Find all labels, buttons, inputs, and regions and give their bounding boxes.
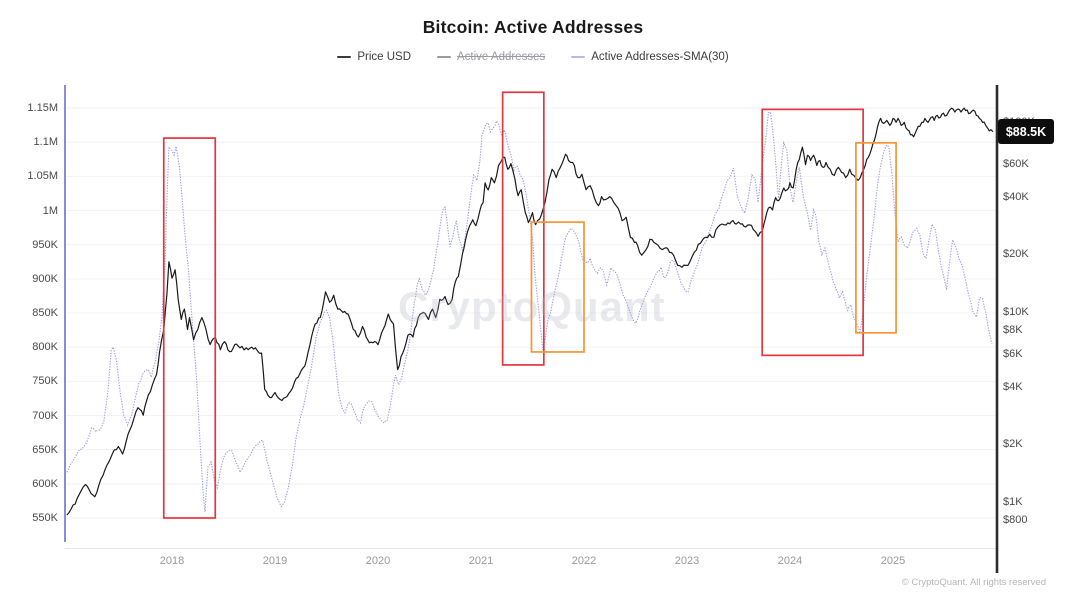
legend-dash-icon: [437, 56, 452, 58]
right-axis-tick: $60K: [1003, 157, 1029, 170]
x-axis-tick: 2021: [468, 555, 494, 567]
page-title: Bitcoin: Active Addresses: [422, 17, 644, 37]
legend-label: Active Addresses-SMA(30): [591, 51, 729, 63]
left-axis-tick: 550K: [32, 512, 58, 524]
legend-item-active-addresses[interactable]: Active Addresses: [437, 51, 545, 63]
copyright-note: © CryptoQuant. All rights reserved: [901, 577, 1046, 588]
x-axis-tick: 2019: [262, 555, 288, 567]
x-axis-tick: 2018: [159, 555, 185, 567]
x-axis-tick: 2023: [674, 555, 700, 567]
series-active-addresses-sma30: [66, 111, 993, 512]
highlight-rect-3: [530, 221, 585, 353]
x-axis-tick: 2020: [365, 555, 391, 567]
right-axis-tick: $40K: [1003, 191, 1029, 204]
legend-label: Active Addresses: [457, 51, 546, 63]
highlight-rect-1: [162, 137, 217, 519]
legend-label: Price USD: [357, 51, 412, 63]
watermark: CryptoQuant: [398, 283, 666, 330]
highlight-rect-2: [501, 91, 545, 366]
left-axis-tick: 800K: [32, 341, 58, 354]
x-axis-tick: 2022: [571, 555, 597, 567]
highlight-rect-4: [761, 108, 864, 357]
right-axis-tick: $4K: [1003, 381, 1023, 394]
left-axis-tick: 650K: [32, 443, 58, 456]
x-axis-tick: 2024: [777, 555, 803, 567]
series-price-usd: [66, 107, 994, 516]
right-axis-tick: $20K: [1003, 248, 1029, 261]
left-axis-tick: 600K: [32, 477, 58, 490]
highlight-rect-5: [855, 142, 897, 334]
left-axis-tick: 1M: [42, 204, 58, 217]
right-axis-tick: $800: [1003, 514, 1028, 526]
right-axis-tick: $10K: [1003, 305, 1029, 318]
left-axis-tick: 900K: [32, 272, 58, 285]
left-axis-tick: 700K: [32, 409, 58, 422]
legend-dash-icon: [571, 56, 586, 58]
left-axis-tick: 950K: [32, 238, 58, 251]
right-axis-tick: $8K: [1003, 324, 1023, 336]
left-axis-tick: 850K: [32, 307, 58, 319]
left-axis-tick: 1.15M: [27, 102, 58, 114]
right-axis-tick: $1K: [1003, 495, 1023, 508]
right-axis-tick: $6K: [1003, 347, 1023, 360]
left-axis-tick: 1.05M: [27, 170, 58, 183]
legend-dash-icon: [337, 56, 352, 58]
right-axis-tick: $2K: [1003, 438, 1023, 451]
legend-item-active-addresses-sma-30-[interactable]: Active Addresses-SMA(30): [571, 51, 729, 63]
x-axis-tick: 2025: [880, 555, 906, 567]
left-axis-tick: 1.1M: [33, 136, 58, 149]
legend: Price USD Active Addresses Active Addresse…: [0, 51, 1066, 63]
last-price-tag: $88.5K: [998, 119, 1054, 145]
left-axis-tick: 750K: [32, 375, 58, 388]
legend-item-price-usd[interactable]: Price USD: [337, 51, 411, 63]
